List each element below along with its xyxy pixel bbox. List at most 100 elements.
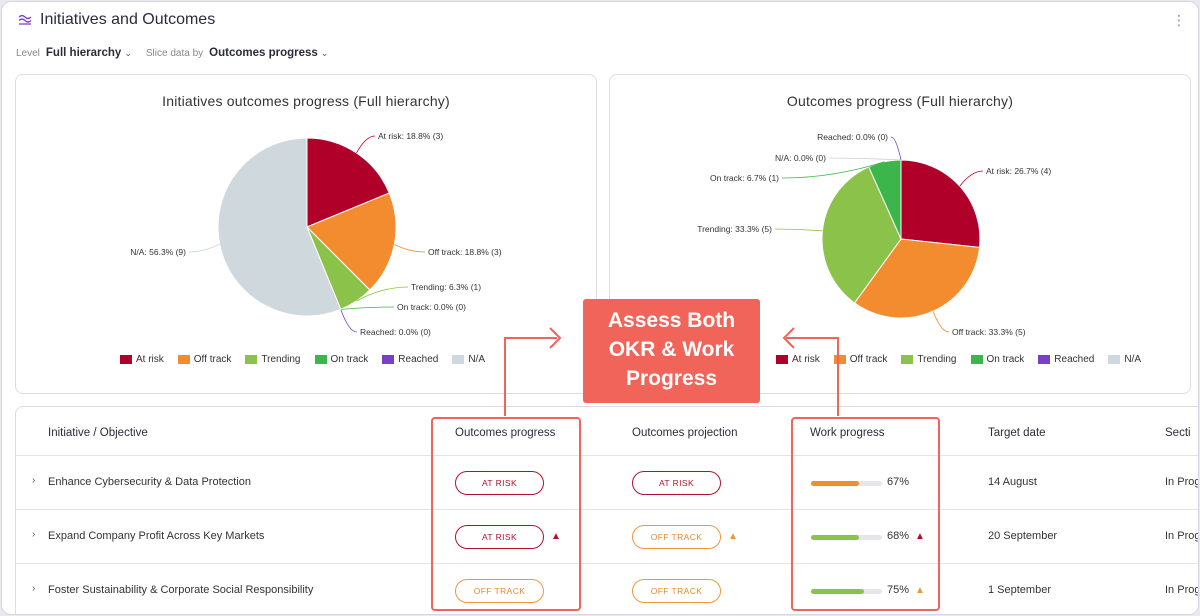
legend-item-trending[interactable]: Trending [901,354,957,365]
legend-label: Off track [849,354,888,365]
outcomes-status-badge: AT RISK [455,525,544,549]
label-leader-line [188,243,220,253]
outcomes-status-badge: AT RISK [455,471,544,495]
legend-swatch [120,355,132,364]
column-header-section[interactable]: Secti [1165,427,1191,439]
chevron-down-icon[interactable]: ⌄ [124,47,132,58]
label-leader-line [932,311,950,333]
slice-dropdown[interactable]: Outcomes progress [209,47,318,59]
label-leader-line [890,136,902,161]
more-options-icon[interactable]: ⋮ [1172,12,1186,28]
column-header-work-progress[interactable]: Work progress [810,427,885,439]
projection-status-badge: AT RISK [632,471,721,495]
pie-data-label: Trending: 33.3% (5) [697,224,772,234]
label-leader-line [356,135,376,154]
legend-swatch [1108,355,1121,364]
legend-swatch [901,355,914,364]
column-header-outcomes-projection[interactable]: Outcomes projection [632,427,738,439]
work-progress-bar [811,535,882,540]
pie-data-label: N/A: 0.0% (0) [775,153,826,163]
label-leader-line [774,228,823,232]
legend-item-trending[interactable]: Trending [245,354,301,365]
legend-swatch [833,355,846,364]
legend-item-reached[interactable]: Reached [1038,354,1094,365]
initiatives-table: Initiative / Objective Outcomes progress… [15,406,1199,614]
section-value: In Prog [1165,584,1199,596]
table-row[interactable]: › Expand Company Profit Across Key Marke… [16,509,1199,563]
column-header-initiative[interactable]: Initiative / Objective [48,427,148,439]
projection-status-badge: OFF TRACK [632,525,721,549]
initiative-name[interactable]: Foster Sustainability & Corporate Social… [48,584,314,596]
legend-swatch [776,355,788,364]
legend-item-on-track[interactable]: On track [314,354,368,365]
label-leader-line [959,170,984,187]
callout-line: OKR & Work [608,338,735,361]
label-leader-line [340,306,395,310]
column-header-outcomes-progress[interactable]: Outcomes progress [455,427,556,439]
legend-label: N/A [1124,354,1141,365]
chevron-down-icon[interactable]: ⌄ [320,47,329,58]
chevron-right-icon[interactable]: › [32,529,36,540]
filter-bar: Level Full hierarchy ⌄ Slice data by Out… [16,47,342,59]
legend-item-at-risk[interactable]: At risk [120,354,164,365]
pie-slice-at-risk[interactable] [306,137,390,228]
chart-title: Outcomes progress (Full hierarchy) [786,93,1014,109]
legend-swatch [970,355,983,364]
chevron-right-icon[interactable]: › [32,475,36,486]
section-value: In Prog [1165,530,1199,542]
legend-label: On track [986,354,1025,365]
work-progress-bar [811,589,882,594]
legend-swatch [452,355,465,364]
label-leader-line [781,161,885,179]
target-date: 1 September [988,584,1051,596]
legend-item-n-a[interactable]: N/A [1108,354,1141,365]
legend-label: At risk [136,354,164,365]
pie-data-label: N/A: 56.3% (9) [130,247,186,257]
pie-data-label: On track: 6.7% (1) [710,173,779,183]
legend-item-off-track[interactable]: Off track [833,354,888,365]
outcomes-pie-chart: At risk: 26.7% (4) Off track: 33.3% (5) Tr… [697,132,1051,337]
chart-legend: At risk Off track Trending On track Reached N… [120,354,485,365]
callout-banner: Assess Both OKR & Work Progress [583,299,760,403]
table-row[interactable]: › Enhance Cybersecurity & Data Protectio… [16,455,1198,509]
legend-label: At risk [792,354,820,365]
pie-data-label: Reached: 0.0% (0) [817,132,888,142]
legend-item-reached[interactable]: Reached [382,354,438,365]
highlight-work-column [791,417,940,611]
pie-slice-off-track[interactable] [853,238,981,319]
target-date: 20 September [988,530,1058,542]
warning-icon: ▲ [915,585,925,596]
legend-swatch [382,355,395,364]
legend-label: Trending [917,354,957,365]
widget-title: Initiatives and Outcomes [40,11,216,28]
level-dropdown[interactable]: Full hierarchy [45,47,122,59]
legend-item-off-track[interactable]: Off track [177,354,232,365]
pie-data-label: Trending: 6.3% (1) [411,282,481,292]
pie-data-label: At risk: 18.8% (3) [378,131,443,141]
initiative-name[interactable]: Enhance Cybersecurity & Data Protection [48,476,251,488]
initiatives-chart-card: Initiatives outcomes progress (Full hier… [15,74,597,394]
legend-item-at-risk[interactable]: At risk [776,354,820,365]
widget-header: Initiatives and Outcomes [18,11,215,29]
legend-item-on-track[interactable]: On track [970,354,1025,365]
initiative-name[interactable]: Expand Company Profit Across Key Markets [48,530,265,542]
work-progress-value: 75% [887,584,910,596]
pie-data-label: Off track: 33.3% (5) [952,327,1026,337]
legend-swatch [245,355,258,364]
table-row[interactable]: › Foster Sustainability & Corporate Soci… [16,563,1199,614]
pie-data-label: At risk: 26.7% (4) [986,166,1051,176]
legend-label: Trending [261,354,301,365]
slice-label: Slice data by [145,47,204,59]
column-header-target-date[interactable]: Target date [988,427,1046,439]
pie-slice-trending[interactable] [821,166,902,304]
work-progress-value: 67% [887,476,910,488]
legend-label: N/A [468,354,485,365]
label-leader-line [356,286,409,302]
legend-item-n-a[interactable]: N/A [452,354,485,365]
chevron-right-icon[interactable]: › [32,583,36,594]
legend-label: Off track [193,354,232,365]
callout-line: Progress [625,367,718,390]
legend-swatch [177,355,190,364]
